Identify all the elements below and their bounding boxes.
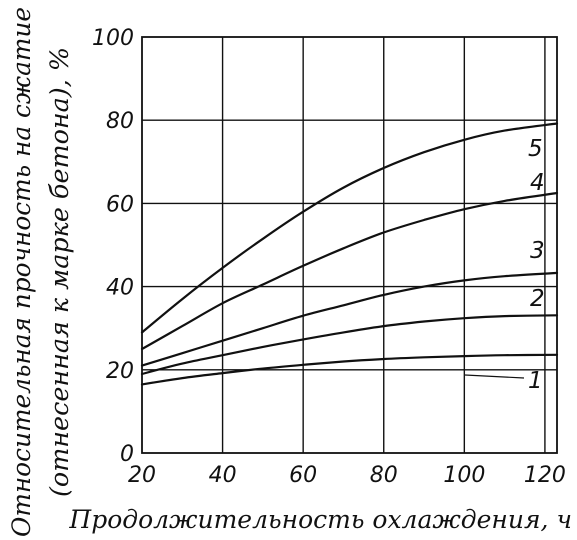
series-line-5: [140, 122, 559, 334]
x-tick-label: 100: [443, 463, 485, 488]
x-tick-label: 20: [128, 463, 156, 488]
x-axis-label: Продолжительность охлаждения, ч: [68, 505, 572, 534]
y-tick-label: 80: [106, 109, 134, 134]
x-tick-label: 120: [524, 463, 566, 488]
y-tick-label: 100: [92, 26, 134, 51]
series-label-3: 3: [530, 238, 545, 264]
series-label-2: 2: [530, 286, 545, 312]
y-tick-label: 0: [120, 442, 134, 467]
series-line-1: [140, 353, 559, 386]
x-tick-label: 40: [209, 463, 237, 488]
series-line-3: [140, 271, 559, 367]
series-label-5: 5: [528, 136, 543, 162]
y-axis-label-line1: Относительная прочность на сжатие: [7, 7, 36, 537]
y-tick-label: 20: [106, 359, 134, 384]
y-tick-labels: 0 20 40 60 80 100: [92, 26, 134, 467]
x-tick-labels: 20 40 60 80 100 120: [128, 463, 566, 488]
series-labels: 1 2 3 4 5: [464, 136, 545, 394]
data-series: [140, 122, 559, 386]
series-label-1: 1: [528, 368, 543, 394]
y-axis-label: Относительная прочность на сжатие (отнес…: [7, 7, 74, 537]
series-line-4: [140, 191, 559, 351]
series-leader-1: [464, 374, 525, 379]
y-axis-label-line2: (отнесенная к марке бетона), %: [45, 47, 74, 497]
series-line-2: [140, 314, 559, 376]
grid: [142, 37, 557, 453]
series-label-4: 4: [530, 170, 545, 196]
y-tick-label: 60: [106, 192, 134, 217]
x-tick-label: 60: [289, 463, 317, 488]
y-tick-label: 40: [106, 276, 134, 301]
x-tick-label: 80: [370, 463, 398, 488]
plot-frame: [141, 36, 558, 454]
